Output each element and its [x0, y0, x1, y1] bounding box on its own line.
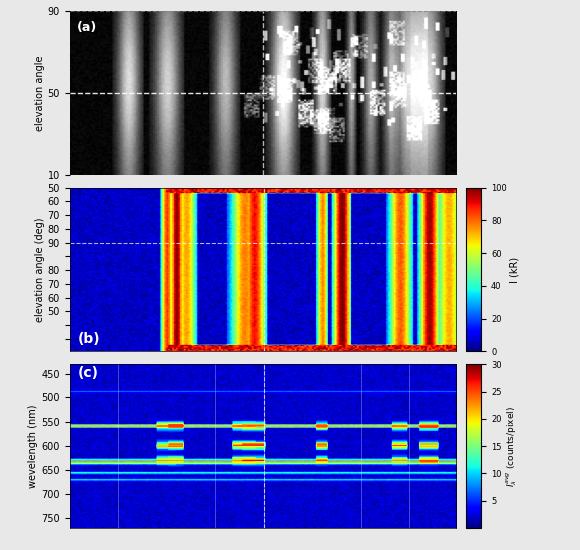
Y-axis label: $I_\lambda^{avg}$ (counts/pixel): $I_\lambda^{avg}$ (counts/pixel)	[505, 406, 520, 487]
Text: (c): (c)	[77, 366, 99, 381]
Y-axis label: wevelength (nm): wevelength (nm)	[28, 404, 38, 488]
Text: (a): (a)	[77, 21, 97, 34]
Y-axis label: I (kR): I (kR)	[510, 256, 520, 283]
Y-axis label: elevation angle (deg): elevation angle (deg)	[35, 217, 45, 322]
Y-axis label: elevation angle: elevation angle	[35, 55, 45, 130]
Text: (b): (b)	[77, 332, 100, 346]
